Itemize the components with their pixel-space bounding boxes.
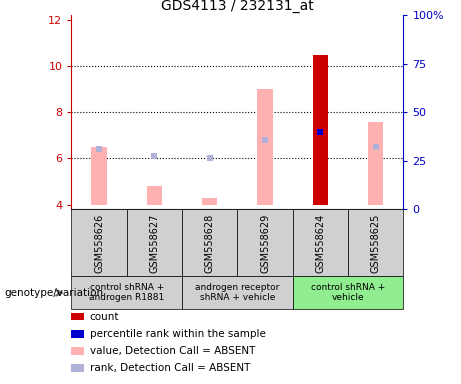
Text: control shRNA +
androgen R1881: control shRNA + androgen R1881 <box>89 283 165 303</box>
Bar <box>313 55 328 205</box>
Bar <box>147 186 162 205</box>
Text: GSM558624: GSM558624 <box>315 213 325 273</box>
Bar <box>293 209 348 276</box>
Bar <box>293 276 403 309</box>
Text: GSM558625: GSM558625 <box>371 213 381 273</box>
Bar <box>348 209 403 276</box>
Bar <box>182 209 237 276</box>
Bar <box>182 276 293 309</box>
Text: value, Detection Call = ABSENT: value, Detection Call = ABSENT <box>90 346 255 356</box>
Text: control shRNA +
vehicle: control shRNA + vehicle <box>311 283 385 303</box>
Bar <box>71 347 84 354</box>
Bar <box>368 122 384 205</box>
Bar <box>127 209 182 276</box>
Bar <box>71 276 182 309</box>
Bar <box>71 313 84 321</box>
Bar <box>71 209 127 276</box>
Bar <box>237 209 293 276</box>
Text: GSM558627: GSM558627 <box>149 213 160 273</box>
Bar <box>71 364 84 372</box>
Bar <box>313 55 328 205</box>
Text: rank, Detection Call = ABSENT: rank, Detection Call = ABSENT <box>90 363 250 373</box>
Bar <box>91 147 107 205</box>
Text: GSM558626: GSM558626 <box>94 213 104 273</box>
Text: percentile rank within the sample: percentile rank within the sample <box>90 329 266 339</box>
Bar <box>71 330 84 338</box>
Title: GDS4113 / 232131_at: GDS4113 / 232131_at <box>161 0 314 13</box>
Text: count: count <box>90 311 119 321</box>
Text: GSM558629: GSM558629 <box>260 213 270 273</box>
Text: GSM558628: GSM558628 <box>205 213 215 273</box>
Text: androgen receptor
shRNA + vehicle: androgen receptor shRNA + vehicle <box>195 283 280 303</box>
Text: genotype/variation: genotype/variation <box>5 288 104 298</box>
Bar <box>257 89 273 205</box>
Bar <box>202 198 218 205</box>
